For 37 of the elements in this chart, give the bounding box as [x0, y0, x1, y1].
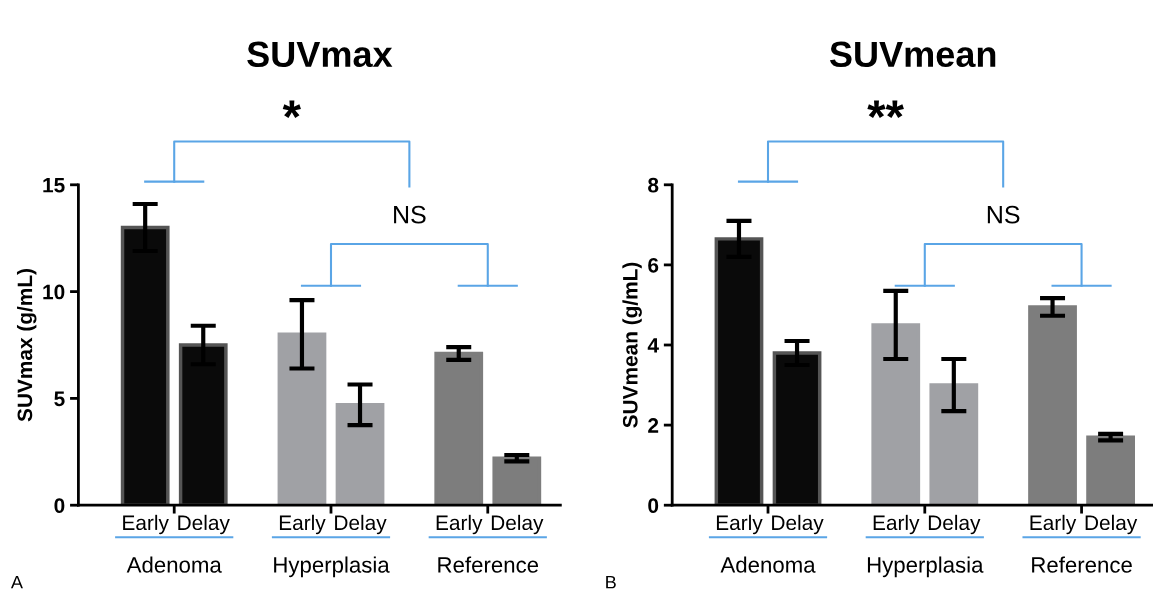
- text: Adenoma: [126, 556, 222, 573]
- y-tick-label: 8: [648, 177, 659, 193]
- x-tick-label: Early: [873, 514, 920, 535]
- x-tick-label: Early: [716, 514, 763, 535]
- y-tick-label: 0: [54, 498, 65, 513]
- text: Reference: [438, 556, 539, 573]
- text: Adenoma: [720, 556, 816, 573]
- y-tick-label: 4: [647, 338, 659, 353]
- x-tick-label: Delay: [772, 514, 824, 535]
- x-tick-label: Delay: [928, 514, 981, 535]
- chart-title: SUVmax: [247, 41, 393, 68]
- y-tick-label: 2: [648, 418, 659, 433]
- text: Hyperplasia: [867, 556, 984, 578]
- annotation: NS: [987, 205, 1020, 224]
- x-tick-label: Delay: [178, 514, 230, 535]
- annotation: NS: [394, 205, 426, 224]
- text: B: [606, 575, 616, 589]
- y-tick-label: 5: [54, 391, 65, 407]
- y-axis-title: SUVmean (g/mL): [622, 262, 642, 428]
- x-tick-label: Early: [279, 514, 326, 535]
- x-tick-label: Delay: [335, 514, 387, 535]
- text: Hyperplasia: [274, 556, 390, 578]
- x-tick-label: Early: [1030, 514, 1077, 535]
- x-tick-label: Early: [436, 514, 483, 535]
- text: Reference: [1032, 556, 1132, 573]
- x-tick-label: Early: [123, 514, 169, 535]
- x-tick-label: Delay: [491, 514, 544, 535]
- x-tick-label: Delay: [1085, 514, 1138, 535]
- text: *: [282, 100, 301, 119]
- y-tick-label: 15: [43, 178, 65, 193]
- y-tick-label: 6: [648, 257, 659, 273]
- chart-title: SUVmean: [829, 41, 996, 68]
- y-axis-title: SUVmax (g/mL): [16, 269, 37, 422]
- y-tick-label: 0: [648, 498, 659, 513]
- text: A: [10, 575, 23, 589]
- text: **: [867, 100, 904, 119]
- y-tick-label: 10: [43, 284, 65, 300]
